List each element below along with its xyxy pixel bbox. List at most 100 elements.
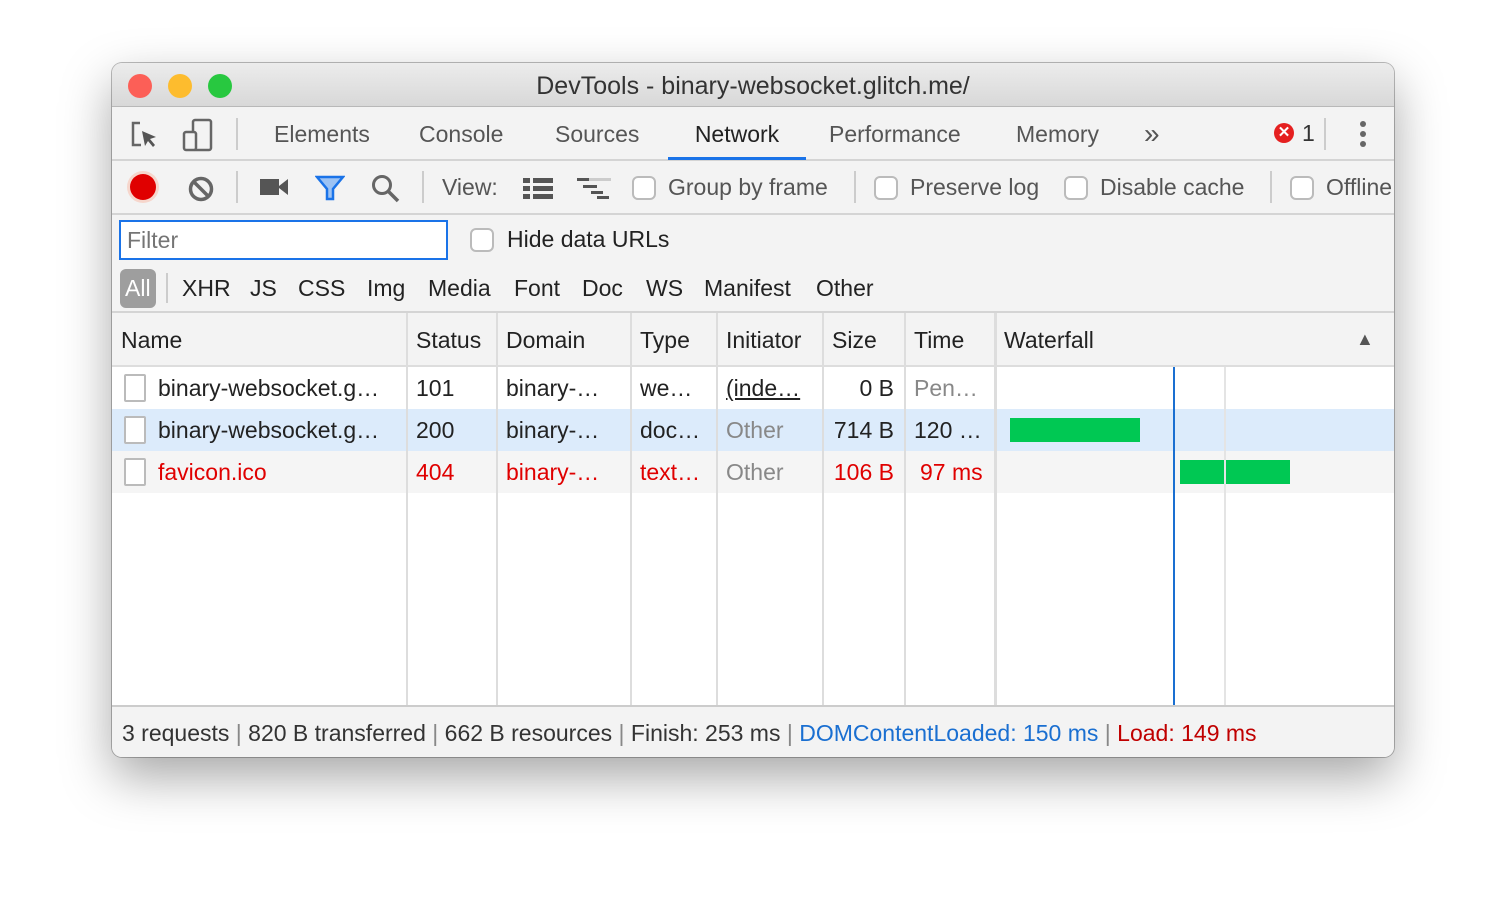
zoom-button[interactable] xyxy=(208,74,232,98)
cell-initiator[interactable]: (inde… xyxy=(726,375,801,401)
cell-name: binary-websocket.g… xyxy=(158,375,380,401)
column-header-size[interactable]: Size xyxy=(832,327,877,353)
waterfall-bar[interactable] xyxy=(1180,460,1290,484)
type-filter-all[interactable]: All xyxy=(120,269,156,308)
record-button[interactable] xyxy=(130,174,156,200)
filter-icon[interactable] xyxy=(315,175,345,201)
tab-console[interactable]: Console xyxy=(419,121,504,147)
column-header-type[interactable]: Type xyxy=(640,327,690,353)
type-filter-doc[interactable]: Doc xyxy=(582,275,623,301)
view-label: View: xyxy=(442,174,498,200)
cell-domain: binary-… xyxy=(506,375,600,401)
minimize-button[interactable] xyxy=(168,74,192,98)
cell-name: binary-websocket.g… xyxy=(158,417,380,443)
disable-cache-label: Disable cache xyxy=(1100,174,1245,200)
column-header-name[interactable]: Name xyxy=(121,327,183,353)
type-filter-other[interactable]: Other xyxy=(816,275,874,301)
cell-name: favicon.ico xyxy=(158,459,267,485)
large-rows-icon[interactable] xyxy=(523,178,553,200)
document-icon xyxy=(124,458,146,486)
column-header-domain[interactable]: Domain xyxy=(506,327,586,353)
finish-time: Finish: 253 ms xyxy=(630,720,781,746)
table-row[interactable]: binary-websocket.g… 101 binary-… we… (inde… 0… xyxy=(112,367,1394,409)
offline-label: Offline xyxy=(1326,174,1393,200)
dom-content-loaded-marker xyxy=(1173,367,1175,705)
preserve-log-label: Preserve log xyxy=(910,174,1040,200)
error-count[interactable]: 1 xyxy=(1302,120,1315,146)
type-filter-manifest[interactable]: Manifest xyxy=(704,275,791,301)
tab-sources[interactable]: Sources xyxy=(555,121,640,147)
filter-bar: Hide data URLs All XHR JS CSS Img Media … xyxy=(112,215,1394,313)
search-icon[interactable] xyxy=(370,173,402,205)
resource-type-filters: All XHR JS CSS Img Media Font Doc WS Man… xyxy=(112,265,1394,313)
status-bar: 3 requests | 820 B transferred | 662 B r… xyxy=(112,705,1394,757)
cell-initiator: Other xyxy=(726,459,784,485)
requests-table: Name Status Domain Type Initiator Size T… xyxy=(112,313,1394,705)
filter-input[interactable] xyxy=(119,220,448,260)
column-header-time[interactable]: Time xyxy=(914,327,965,353)
hide-data-urls-label: Hide data URLs xyxy=(507,226,670,252)
transferred-size: 820 B transferred xyxy=(248,720,426,746)
table-row[interactable]: favicon.ico 404 binary-… text… Other 106 B 97 … xyxy=(112,451,1394,493)
column-header-waterfall[interactable]: Waterfall xyxy=(1004,327,1094,353)
group-by-frame-checkbox[interactable] xyxy=(632,176,656,200)
offline-checkbox[interactable] xyxy=(1290,176,1314,200)
load-time: Load: 149 ms xyxy=(1117,720,1257,746)
cell-size: 106 B xyxy=(833,459,894,485)
type-filter-js[interactable]: JS xyxy=(250,275,277,301)
error-icon[interactable]: ✕ xyxy=(1274,123,1294,143)
cell-initiator: Other xyxy=(726,417,784,443)
cell-status: 200 xyxy=(416,417,455,443)
tab-elements[interactable]: Elements xyxy=(274,121,370,147)
cell-time: Pen… xyxy=(914,375,978,401)
capture-screenshots-icon[interactable] xyxy=(260,177,290,197)
column-header-initiator[interactable]: Initiator xyxy=(726,327,802,353)
type-filter-xhr[interactable]: XHR xyxy=(182,275,231,301)
cell-type: we… xyxy=(640,375,693,401)
tab-performance[interactable]: Performance xyxy=(829,121,961,147)
cell-type: text… xyxy=(640,459,701,485)
group-by-frame-label: Group by frame xyxy=(668,174,828,200)
tab-network[interactable]: Network xyxy=(668,108,806,160)
devtools-window: DevTools - binary-websocket.glitch.me/ E… xyxy=(112,63,1394,757)
type-filter-media[interactable]: Media xyxy=(428,275,491,301)
more-tabs-button[interactable]: » xyxy=(1144,118,1160,149)
cell-time: 97 ms xyxy=(920,459,983,485)
clear-icon[interactable] xyxy=(187,175,215,203)
waterfall-bar[interactable] xyxy=(1010,418,1140,442)
dom-content-loaded-time: DOMContentLoaded: 150 ms xyxy=(799,720,1099,746)
column-header-status[interactable]: Status xyxy=(416,327,482,353)
cell-type: doc… xyxy=(640,417,701,443)
window-title: DevTools - binary-websocket.glitch.me/ xyxy=(536,72,970,100)
cell-domain: binary-… xyxy=(506,459,600,485)
cell-status: 101 xyxy=(416,375,455,401)
disable-cache-checkbox[interactable] xyxy=(1064,176,1088,200)
request-count: 3 requests xyxy=(122,720,230,746)
more-options-icon[interactable] xyxy=(1356,120,1370,150)
network-toolbar: View: Group by frame Preserve log Disabl… xyxy=(112,161,1394,215)
type-filter-css[interactable]: CSS xyxy=(298,275,346,301)
sort-ascending-icon[interactable]: ▲ xyxy=(1356,329,1374,349)
overview-icon[interactable] xyxy=(577,178,611,200)
tab-bar: Elements Console Sources Network Perform… xyxy=(112,108,1394,161)
cell-time: 120 … xyxy=(914,417,982,443)
cell-size: 714 B xyxy=(833,417,894,443)
type-filter-font[interactable]: Font xyxy=(514,275,561,301)
cell-size: 0 B xyxy=(859,375,894,401)
type-filter-ws[interactable]: WS xyxy=(646,275,684,301)
type-filter-img[interactable]: Img xyxy=(367,275,406,301)
cell-status: 404 xyxy=(416,459,455,485)
inspect-element-icon[interactable] xyxy=(130,121,160,151)
cell-domain: binary-… xyxy=(506,417,600,443)
resources-size: 662 B resources xyxy=(444,720,613,746)
device-toolbar-icon[interactable] xyxy=(182,118,214,152)
tab-memory[interactable]: Memory xyxy=(1016,121,1100,147)
title-bar: DevTools - binary-websocket.glitch.me/ xyxy=(112,63,1394,107)
table-row[interactable]: binary-websocket.g… 200 binary-… doc… Other 7… xyxy=(112,409,1394,451)
close-button[interactable] xyxy=(128,74,152,98)
hide-data-urls-checkbox[interactable] xyxy=(470,228,494,252)
document-icon xyxy=(124,416,146,444)
table-header: Name Status Domain Type Initiator Size T… xyxy=(112,313,1394,367)
document-icon xyxy=(124,374,146,402)
preserve-log-checkbox[interactable] xyxy=(874,176,898,200)
